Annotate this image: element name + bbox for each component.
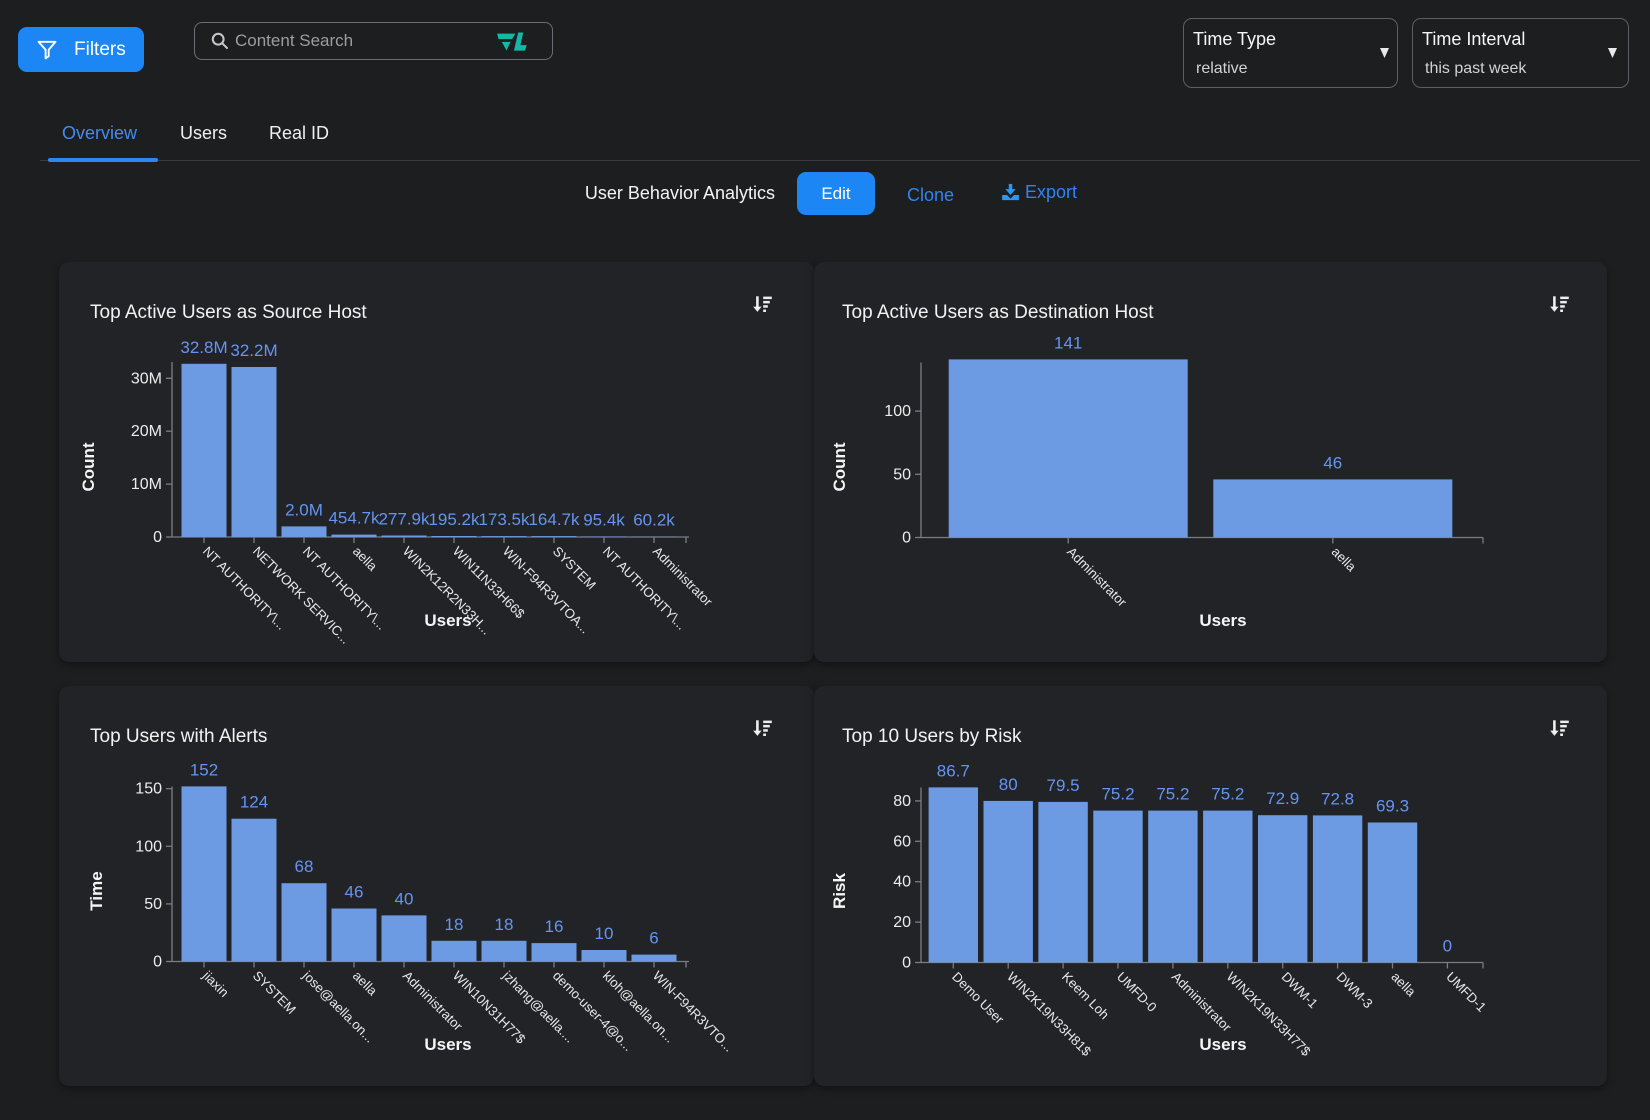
svg-text:20M: 20M: [131, 423, 162, 440]
svg-text:2.0M: 2.0M: [285, 500, 323, 519]
svg-text:WIN-F94R3VTO...: WIN-F94R3VTO...: [650, 968, 737, 1055]
svg-text:100: 100: [135, 838, 162, 855]
svg-text:46: 46: [345, 883, 364, 902]
svg-text:50: 50: [144, 896, 162, 913]
svg-text:DWM-1: DWM-1: [1279, 969, 1321, 1011]
svg-text:aella: aella: [1329, 544, 1360, 575]
svg-text:150: 150: [135, 781, 162, 798]
svg-text:Users: Users: [424, 611, 471, 630]
svg-text:UMFD-0: UMFD-0: [1114, 969, 1160, 1015]
svg-text:Administrator: Administrator: [1064, 544, 1130, 610]
svg-text:141: 141: [1054, 333, 1082, 352]
svg-text:16: 16: [545, 917, 564, 936]
svg-text:aella: aella: [1388, 969, 1419, 1000]
svg-text:69.3: 69.3: [1376, 797, 1409, 816]
svg-text:0: 0: [902, 530, 911, 547]
svg-text:0: 0: [902, 955, 911, 972]
svg-text:aella: aella: [350, 544, 381, 575]
svg-text:454.7k: 454.7k: [328, 509, 380, 528]
svg-text:173.5k: 173.5k: [478, 510, 530, 529]
svg-text:18: 18: [495, 915, 514, 934]
svg-text:WIN-F94R3VTOA...: WIN-F94R3VTOA...: [500, 544, 593, 637]
svg-text:UMFD-1: UMFD-1: [1443, 969, 1489, 1015]
svg-text:277.9k: 277.9k: [378, 510, 430, 529]
svg-text:Time: Time: [87, 871, 106, 910]
svg-text:0: 0: [153, 954, 162, 971]
svg-text:100: 100: [884, 403, 911, 420]
svg-text:40: 40: [893, 874, 911, 891]
svg-text:0: 0: [153, 529, 162, 546]
svg-text:75.2: 75.2: [1101, 785, 1134, 804]
svg-text:72.8: 72.8: [1321, 789, 1354, 808]
svg-text:Demo User: Demo User: [949, 969, 1007, 1027]
svg-text:SYSTEM: SYSTEM: [550, 544, 599, 593]
svg-text:Users: Users: [1199, 611, 1246, 630]
svg-text:68: 68: [295, 857, 314, 876]
svg-text:20: 20: [893, 914, 911, 931]
svg-text:60.2k: 60.2k: [633, 511, 675, 530]
svg-text:95.4k: 95.4k: [583, 511, 625, 530]
svg-text:Count: Count: [79, 442, 98, 491]
svg-text:80: 80: [893, 793, 911, 810]
svg-text:75.2: 75.2: [1211, 785, 1244, 804]
svg-text:152: 152: [190, 760, 218, 779]
svg-text:DWM-3: DWM-3: [1333, 969, 1375, 1011]
svg-text:6: 6: [649, 929, 658, 948]
svg-text:NT AUTHORITY\...: NT AUTHORITY\...: [600, 544, 689, 633]
svg-text:0: 0: [1443, 937, 1452, 956]
svg-text:10: 10: [595, 924, 614, 943]
svg-text:jiaxin: jiaxin: [199, 967, 232, 1000]
svg-text:124: 124: [240, 793, 268, 812]
svg-text:86.7: 86.7: [937, 761, 970, 780]
svg-text:32.2M: 32.2M: [230, 341, 277, 360]
svg-text:72.9: 72.9: [1266, 789, 1299, 808]
svg-text:Users: Users: [1199, 1035, 1246, 1054]
svg-text:46: 46: [1323, 453, 1342, 472]
svg-text:75.2: 75.2: [1156, 785, 1189, 804]
svg-text:30M: 30M: [131, 370, 162, 387]
svg-text:Count: Count: [830, 442, 849, 491]
svg-text:Keem Loh: Keem Loh: [1059, 969, 1112, 1022]
svg-text:79.5: 79.5: [1047, 776, 1080, 795]
svg-text:Users: Users: [424, 1035, 471, 1054]
svg-text:10M: 10M: [131, 476, 162, 493]
svg-text:aella: aella: [350, 968, 381, 999]
svg-text:80: 80: [999, 775, 1018, 794]
svg-text:32.8M: 32.8M: [180, 338, 227, 357]
svg-text:60: 60: [893, 833, 911, 850]
svg-text:18: 18: [445, 915, 464, 934]
svg-text:195.2k: 195.2k: [428, 510, 480, 529]
svg-text:SYSTEM: SYSTEM: [250, 968, 299, 1017]
svg-text:50: 50: [893, 466, 911, 483]
svg-text:Risk: Risk: [830, 873, 849, 909]
svg-text:164.7k: 164.7k: [528, 510, 580, 529]
svg-text:NT AUTHORITY\...: NT AUTHORITY\...: [200, 544, 289, 633]
svg-text:40: 40: [395, 889, 414, 908]
svg-text:NETWORK SERVIC...: NETWORK SERVIC...: [250, 544, 353, 647]
svg-text:NT AUTHORITY\...: NT AUTHORITY\...: [300, 544, 389, 633]
